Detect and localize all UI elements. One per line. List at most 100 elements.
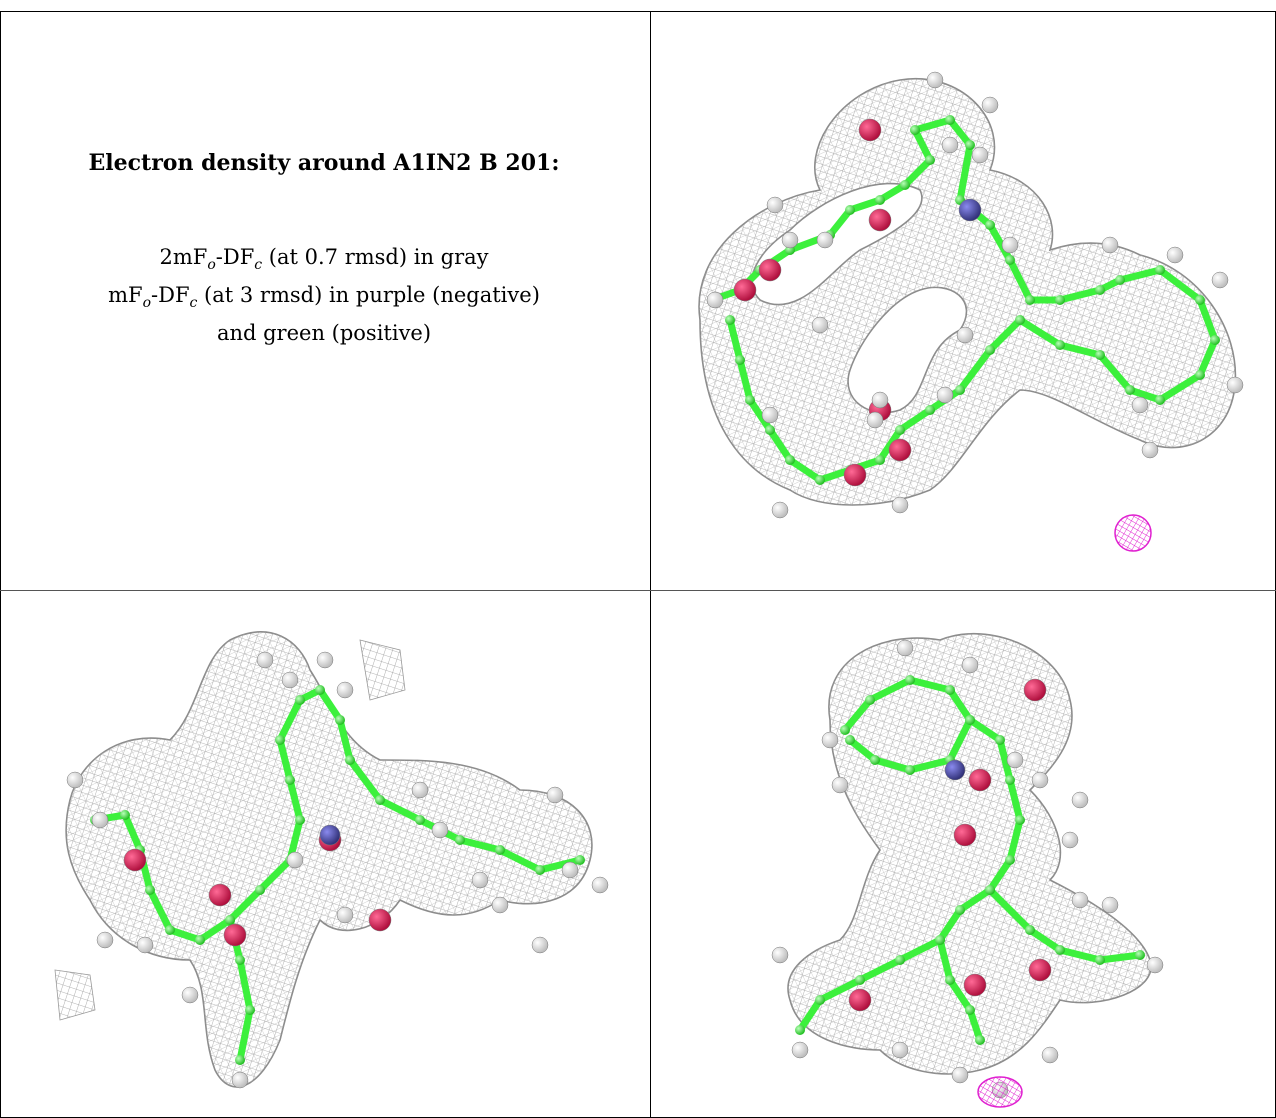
ring-bottom-right-atom [905,675,915,685]
negative-density-mesh [1114,514,1152,552]
hydrogen-atom [1071,791,1089,809]
carbon-chain-top-right-atom [925,155,935,165]
carbon-chain-top-right-atom [1115,275,1125,285]
carbon-chain-top-right-atom [965,140,975,150]
hydrogen-atom [1166,246,1184,264]
stray-density-mesh [54,639,406,1021]
carbon-chain-top-right-atom [1095,285,1105,295]
hydrogen-atom [781,231,799,249]
carbon-chain-top-right-atom [1055,295,1065,305]
hydrogen-atom [871,391,889,409]
hydrogen-atom [951,1066,969,1084]
hydrogen-atom [91,811,109,829]
hydrogen-atom [766,196,784,214]
caption-title: Electron density around A1IN2 B 201: [88,150,560,176]
carbon-chain-bottom-left-atom [120,810,130,820]
carbon-chain-bottom-left-atom [375,795,385,805]
carbon-branch-b-atom [895,955,905,965]
ring-bottom-right-atom [840,725,850,735]
hydrogen-atom [961,656,979,674]
carbon-chain-top-right-atom [945,115,955,125]
hydrogen-atom [891,496,909,514]
carbon-chain-bottom-right-atom [945,975,955,985]
density-mesh-bottom-left-overlay [66,631,592,1087]
density-mesh-bottom-right-overlay [788,633,1152,1074]
ring-bottom-right-atom [905,765,915,775]
carbon-chain-top-right-atom [1155,265,1165,275]
carbon-chain-bottom-left-atom [285,775,295,785]
carbon-branch-bottom-left-atom [245,1005,255,1015]
hydrogen-atom [1006,751,1024,769]
hydrogen-atom [1041,1046,1059,1064]
hydrogen-atom [1226,376,1244,394]
oxygen-atom [868,208,892,232]
hydrogen-atom [281,671,299,689]
hydrogen-atom [1061,831,1079,849]
carbon-chain-top-right-atom [1195,295,1205,305]
carbon-chain-top-right-atom [985,345,995,355]
oxygen-atom [123,848,147,872]
oxygen-atom [223,923,247,947]
hydrogen-atom [546,786,564,804]
hydrogen-atom [981,96,999,114]
oxygen-atom [888,438,912,462]
caption-line-1: 2mFo-DFc (at 0.7 rmsd) in gray [159,245,489,274]
carbon-chain-bottom-left-atom [145,885,155,895]
carbon-branch-b-atom [815,995,825,1005]
hydrogen-atom [66,771,84,789]
carbon-chain-bottom-left-atom [295,695,305,705]
nitrogen-atom [944,759,966,781]
hydrogen-atom [1131,396,1149,414]
ring-bottom-right-atom [865,695,875,705]
carbon-chain-bottom-left-atom [575,855,585,865]
oxygen-atom [368,908,392,932]
oxygen-atom [858,118,882,142]
carbon-chain-top-right-atom [1055,340,1065,350]
carbon-chain-top-right-atom [1015,315,1025,325]
carbon-chain-bottom-left-atom [455,835,465,845]
panel-bottom-left [54,631,609,1089]
carbon-chain-bottom-left-atom [255,885,265,895]
carbon-chain-bottom-right-atom [965,715,975,725]
carbon-chain-bottom-left-atom [335,715,345,725]
hydrogen-atom [231,1071,249,1089]
hydrogen-atom [791,1041,809,1059]
ring-bottom-right-atom [870,755,880,765]
hydrogen-atom [926,71,944,89]
density-mesh-top-right-overlay [699,78,1236,506]
oxygen-atom [843,463,867,487]
hydrogen-atom [471,871,489,889]
carbon-chain-bottom-left-atom [415,815,425,825]
carbon-chain-top-right-atom [1210,335,1220,345]
carbon-chain-top-right-atom [875,455,885,465]
hydrogen-atom [286,851,304,869]
carbon-chain-top-right-atom [955,385,965,395]
carbon-chain-top-right [708,116,1219,484]
oxygen-atom [733,278,757,302]
hydrogen-atom [1071,891,1089,909]
nitrogen-atom [319,824,341,846]
hydrogen-atom [761,406,779,424]
carbon-chain-top-right-atom [875,195,885,205]
ring-bottom-right-atom [945,685,955,695]
hydrogen-atom [771,946,789,964]
border-left [0,11,1,1118]
carbon-chain-top-right-atom [900,180,910,190]
carbon-chain-bottom-right-atom [975,1035,985,1045]
oxygen-atom [963,973,987,997]
carbon-chain-top-right-atom [1125,385,1135,395]
divider-vertical [650,11,651,1118]
border-top [0,11,1276,12]
oxygen-atom [968,768,992,792]
hydrogen-atom [1031,771,1049,789]
hydrogen-atom [561,861,579,879]
oxygen-atom [848,988,872,1012]
hydrogen-atom [431,821,449,839]
negative-density-mesh [977,1076,1023,1108]
hydrogen-atom [821,731,839,749]
hydrogen-atom [491,896,509,914]
carbon-chain-bottom-left-atom [295,815,305,825]
hydrogen-atom [971,146,989,164]
